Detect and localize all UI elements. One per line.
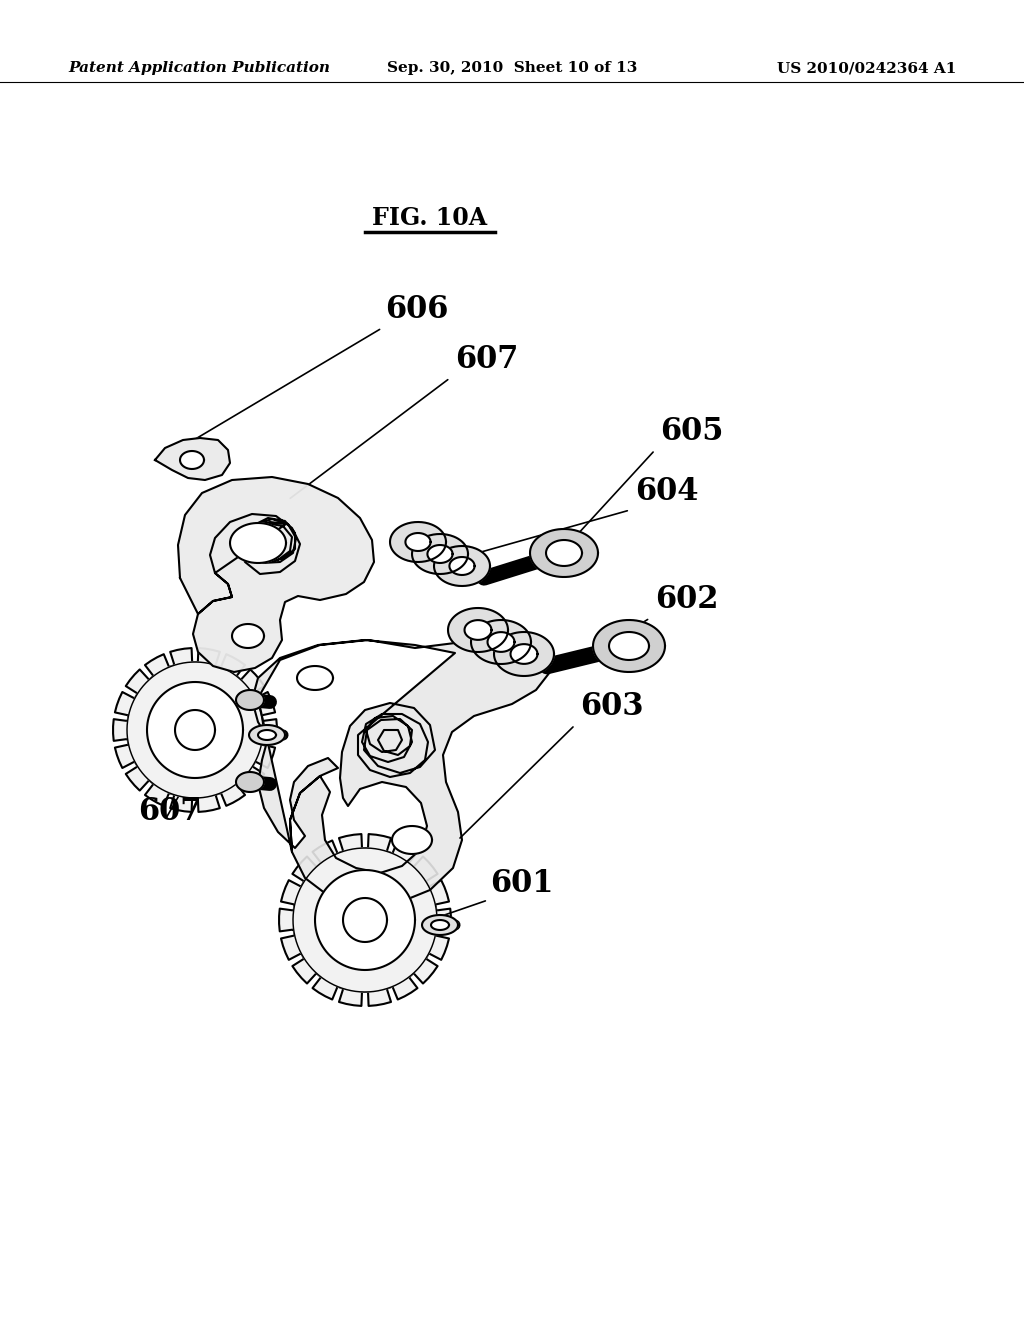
Polygon shape — [412, 535, 468, 574]
Polygon shape — [180, 451, 204, 469]
Polygon shape — [127, 663, 263, 799]
Polygon shape — [230, 523, 286, 564]
Polygon shape — [546, 540, 582, 566]
Text: US 2010/0242364 A1: US 2010/0242364 A1 — [776, 61, 956, 75]
Polygon shape — [422, 915, 458, 935]
Polygon shape — [450, 557, 474, 576]
Polygon shape — [390, 521, 446, 562]
Text: 604: 604 — [635, 477, 698, 507]
Polygon shape — [232, 624, 264, 648]
Polygon shape — [494, 632, 554, 676]
Polygon shape — [236, 772, 264, 792]
Polygon shape — [147, 682, 243, 777]
Polygon shape — [293, 847, 437, 993]
Polygon shape — [297, 667, 333, 690]
Polygon shape — [487, 632, 514, 652]
Polygon shape — [392, 826, 432, 854]
Polygon shape — [511, 644, 538, 664]
Text: FIG. 10A: FIG. 10A — [373, 206, 487, 230]
Polygon shape — [315, 870, 415, 970]
Polygon shape — [449, 609, 508, 652]
Text: 607: 607 — [138, 796, 202, 828]
Text: 602: 602 — [655, 583, 719, 615]
Text: 606: 606 — [385, 294, 449, 325]
Polygon shape — [155, 438, 230, 480]
Polygon shape — [593, 620, 665, 672]
Polygon shape — [465, 620, 492, 640]
Text: 607: 607 — [455, 345, 518, 375]
Polygon shape — [530, 529, 598, 577]
Text: Patent Application Publication: Patent Application Publication — [68, 61, 330, 75]
Polygon shape — [249, 725, 285, 744]
Text: Sep. 30, 2010  Sheet 10 of 13: Sep. 30, 2010 Sheet 10 of 13 — [387, 61, 637, 75]
Polygon shape — [236, 690, 264, 710]
Polygon shape — [609, 632, 649, 660]
Polygon shape — [113, 648, 276, 812]
Polygon shape — [434, 546, 490, 586]
Polygon shape — [406, 533, 431, 550]
Polygon shape — [427, 545, 453, 564]
Polygon shape — [280, 834, 451, 1006]
Polygon shape — [431, 920, 449, 931]
Text: 601: 601 — [490, 869, 553, 899]
Text: 605: 605 — [660, 416, 723, 447]
Text: 603: 603 — [580, 690, 644, 722]
Polygon shape — [258, 730, 276, 741]
Polygon shape — [252, 634, 550, 906]
Polygon shape — [471, 620, 531, 664]
Polygon shape — [178, 477, 374, 672]
